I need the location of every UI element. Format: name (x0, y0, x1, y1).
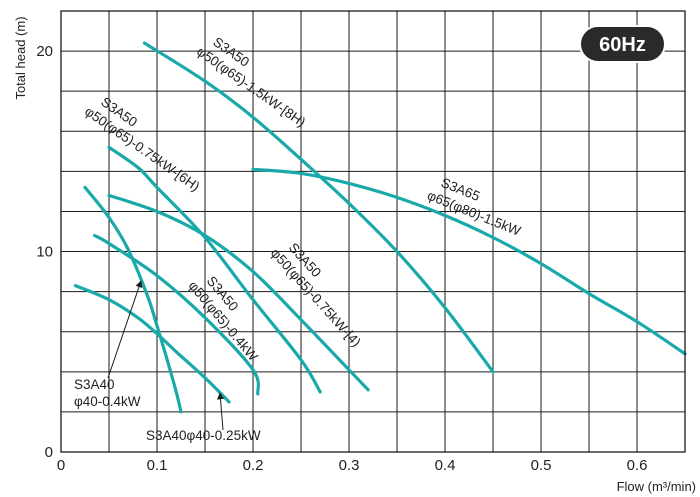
x-tick-label: 0.1 (147, 457, 168, 474)
pump-curve-2 (251, 167, 687, 356)
x-tick-label: 0.5 (531, 457, 552, 474)
pump-curve-6 (83, 185, 183, 414)
x-axis-label: Flow (m³/min) (617, 479, 696, 494)
curve-label-line: S3A40φ40-0.25kW (146, 428, 261, 443)
badge: 60Hz (579, 25, 666, 63)
curves (73, 41, 687, 414)
pump-curve-1 (142, 41, 495, 374)
x-tick-label: 0.2 (243, 457, 264, 474)
badge-label: 60Hz (599, 34, 646, 56)
x-tick-label: 0.4 (435, 457, 456, 474)
x-tick-label: 0.3 (339, 457, 360, 474)
pump-curve-4 (107, 145, 322, 394)
y-tick-label: 0 (45, 444, 53, 461)
leader-arrow-s3a40-04 (107, 280, 143, 379)
y-tick-label: 20 (36, 43, 53, 60)
curve-label-line: S3A40 (74, 377, 115, 392)
leader-lines (107, 280, 224, 431)
curve-label-7: S3A40φ40-0.25kW (146, 428, 261, 443)
curve-label-line: φ40-0.4kW (74, 394, 141, 409)
y-axis-label: Total head (m) (13, 16, 28, 99)
tick-labels: 0 0.1 0.2 0.3 0.4 0.5 0.6 0 10 20 (36, 43, 647, 474)
leader-arrow-s3a40-025 (217, 392, 224, 431)
pump-curve-5 (93, 233, 260, 396)
y-tick-label: 10 (36, 244, 53, 261)
curve-label-6: S3A40 φ40-0.4kW (74, 377, 141, 409)
pump-curve-3 (107, 193, 370, 392)
plot-frame (60, 10, 686, 453)
x-tick-label: 0 (57, 457, 65, 474)
pump-curve-7 (73, 284, 231, 404)
x-tick-label: 0.6 (627, 457, 648, 474)
badge-background (579, 25, 666, 63)
